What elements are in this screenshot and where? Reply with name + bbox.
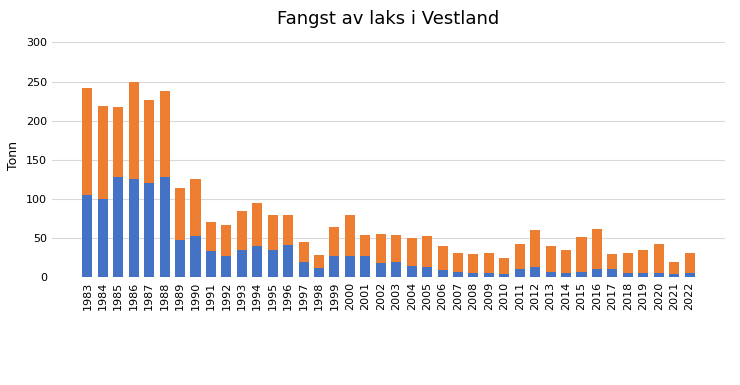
Bar [160,91,169,177]
Bar [268,215,278,250]
Bar [561,250,571,273]
Bar [684,273,695,277]
Bar [298,262,309,277]
Bar [530,230,540,267]
Bar [329,227,340,256]
Bar [175,188,185,239]
Bar [252,246,262,277]
Bar [268,250,278,277]
Bar [144,183,154,277]
Bar [407,266,417,277]
Bar [252,203,262,246]
Bar [129,82,139,179]
Bar [345,256,355,277]
Bar [422,267,432,277]
Bar [283,245,293,277]
Bar [160,177,169,277]
Bar [82,88,92,195]
Bar [623,273,633,277]
Bar [129,179,139,277]
Bar [360,256,370,277]
Bar [98,106,108,199]
Bar [391,261,401,277]
Bar [283,215,293,245]
Bar [314,254,324,268]
Bar [576,272,587,277]
Bar [314,268,324,277]
Bar [221,225,232,256]
Bar [545,272,556,277]
Bar [391,235,401,261]
Bar [175,239,185,277]
Bar [453,272,463,277]
Title: Fangst av laks i Vestland: Fangst av laks i Vestland [278,10,500,28]
Bar [329,256,340,277]
Bar [653,273,664,277]
Bar [515,244,525,270]
Bar [623,253,633,273]
Bar [360,235,370,256]
Bar [437,270,448,277]
Bar [638,273,648,277]
Bar [221,256,232,277]
Bar [190,236,201,277]
Bar [545,246,556,272]
Bar [484,253,494,273]
Bar [453,253,463,272]
Bar [468,254,479,273]
Bar [237,211,247,250]
Bar [422,236,432,267]
Bar [608,254,617,269]
Bar [82,195,92,277]
Bar [653,244,664,273]
Bar [437,246,448,270]
Bar [576,237,587,272]
Bar [98,199,108,277]
Bar [500,258,509,274]
Bar [206,251,216,277]
Bar [376,234,386,263]
Bar [592,270,602,277]
Bar [530,267,540,277]
Bar [468,273,479,277]
Y-axis label: Tonn: Tonn [7,141,20,171]
Bar [608,269,617,277]
Bar [500,274,509,277]
Bar [376,263,386,277]
Bar [669,262,679,274]
Bar [592,229,602,270]
Bar [345,215,355,256]
Bar [561,273,571,277]
Bar [669,274,679,277]
Bar [144,100,154,183]
Bar [113,107,124,177]
Bar [237,250,247,277]
Bar [484,273,494,277]
Bar [407,238,417,266]
Bar [684,253,695,273]
Bar [190,179,201,236]
Bar [638,250,648,273]
Bar [515,270,525,277]
Bar [298,242,309,262]
Bar [206,223,216,251]
Bar [113,177,124,277]
